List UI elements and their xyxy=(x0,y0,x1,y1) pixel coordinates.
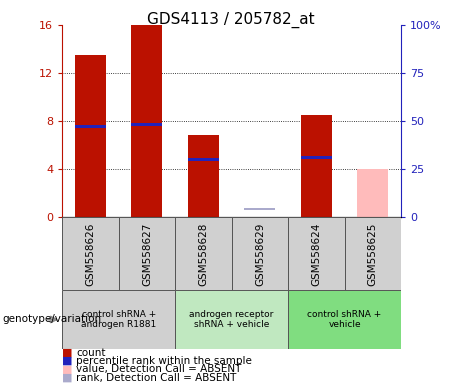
Text: rank, Detection Call = ABSENT: rank, Detection Call = ABSENT xyxy=(76,373,236,383)
Bar xyxy=(344,217,401,290)
Bar xyxy=(288,217,344,290)
Text: GSM558628: GSM558628 xyxy=(198,223,208,286)
Text: androgen receptor
shRNA + vehicle: androgen receptor shRNA + vehicle xyxy=(189,310,274,329)
Text: GSM558627: GSM558627 xyxy=(142,223,152,286)
Text: ■: ■ xyxy=(62,364,73,374)
Bar xyxy=(288,290,401,349)
Bar xyxy=(301,156,332,159)
Text: count: count xyxy=(76,348,106,358)
Bar xyxy=(62,217,118,290)
Text: GSM558624: GSM558624 xyxy=(311,223,321,286)
Text: ■: ■ xyxy=(62,373,73,383)
Text: value, Detection Call = ABSENT: value, Detection Call = ABSENT xyxy=(76,364,242,374)
Bar xyxy=(75,125,106,128)
Bar xyxy=(301,115,332,217)
Bar xyxy=(357,169,388,217)
Text: percentile rank within the sample: percentile rank within the sample xyxy=(76,356,252,366)
Bar xyxy=(188,136,219,217)
Bar xyxy=(118,217,175,290)
Bar xyxy=(62,290,175,349)
Text: GSM558625: GSM558625 xyxy=(368,223,378,286)
Text: ■: ■ xyxy=(62,348,73,358)
Bar xyxy=(131,123,162,126)
Text: control shRNA +
androgen R1881: control shRNA + androgen R1881 xyxy=(81,310,156,329)
Bar xyxy=(175,217,231,290)
Text: ■: ■ xyxy=(62,356,73,366)
Bar xyxy=(75,55,106,217)
Bar xyxy=(175,290,288,349)
Bar xyxy=(131,25,162,217)
Text: GSM558629: GSM558629 xyxy=(255,223,265,286)
Text: GSM558626: GSM558626 xyxy=(85,223,95,286)
Text: control shRNA +
vehicle: control shRNA + vehicle xyxy=(307,310,382,329)
Text: genotype/variation: genotype/variation xyxy=(2,314,101,324)
Text: GDS4113 / 205782_at: GDS4113 / 205782_at xyxy=(147,12,314,28)
Bar xyxy=(231,217,288,290)
Bar xyxy=(244,208,275,210)
Bar xyxy=(188,158,219,161)
